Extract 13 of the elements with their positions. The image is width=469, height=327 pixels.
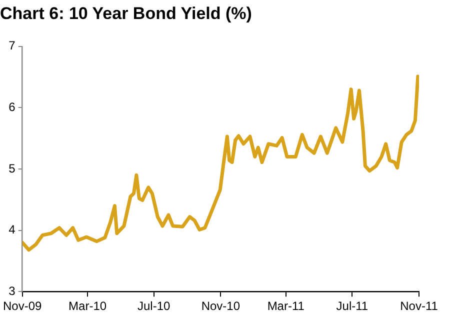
- x-tick-label: Mar-11: [267, 299, 305, 314]
- chart-title: Chart 6: 10 Year Bond Yield (%): [0, 4, 252, 23]
- x-tick-label: Mar-10: [68, 299, 107, 314]
- x-tick-label: Jul-10: [137, 299, 171, 314]
- y-tick-label: 6: [8, 100, 16, 114]
- x-tick-label: Nov-11: [400, 299, 438, 314]
- x-tick-label: Jul-11: [336, 299, 368, 314]
- x-tick-label: Nov-10: [201, 299, 240, 314]
- y-tick-label: 7: [8, 38, 16, 53]
- y-tick-label: 3: [8, 284, 16, 298]
- y-tick-label: 5: [8, 161, 16, 176]
- x-tick-label: Nov-09: [3, 299, 42, 314]
- y-tick-label: 4: [8, 222, 16, 237]
